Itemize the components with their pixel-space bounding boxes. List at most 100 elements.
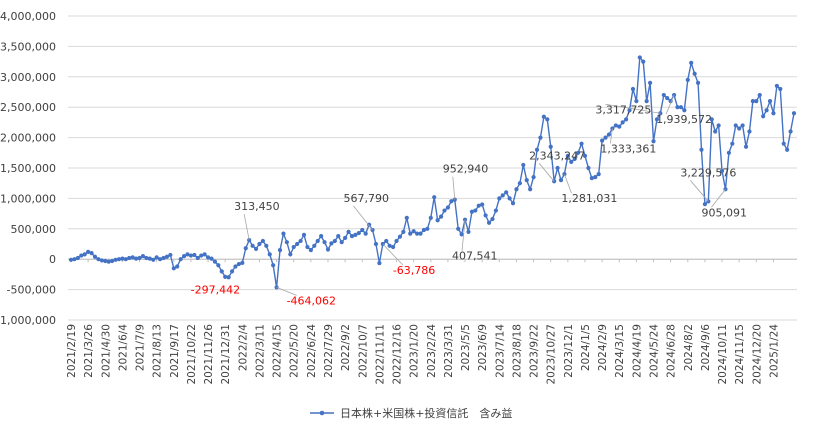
data-point: [637, 55, 642, 60]
data-point: [414, 231, 420, 236]
data-point: [116, 257, 122, 262]
data-point: [757, 92, 762, 98]
data-point: [644, 99, 649, 104]
data-point: [627, 108, 632, 113]
data-point: [92, 254, 98, 259]
data-point: [312, 243, 317, 248]
x-tick-label: 2025/1/24: [768, 324, 780, 378]
data-point: [438, 214, 444, 219]
data-point: [719, 168, 725, 174]
data-label-layer: -297,442 313,450 -464,062 567,790 -63,786 952…: [191, 94, 747, 307]
x-tick-label: 2024/8/2: [683, 324, 695, 371]
data-point: [651, 139, 656, 144]
data-point: [308, 247, 313, 253]
y-axis-tick-labels: 4,000,000 3,500,000 3,000,000 2,500,000 2,00…: [0, 10, 56, 327]
data-point: [349, 234, 355, 239]
y-tick-label: 500,000: [11, 223, 57, 236]
data-point: [157, 257, 163, 262]
y-tick-label: 3,000,000: [0, 71, 56, 84]
data-point: [373, 241, 379, 247]
x-tick-label: 2023/3/31: [443, 324, 455, 378]
x-tick-label: 2024/11/15: [734, 324, 746, 385]
data-point: [613, 123, 618, 128]
data-point: [534, 147, 540, 152]
data-point: [442, 208, 447, 213]
data-point: [452, 197, 457, 202]
data-point: [151, 257, 156, 262]
data-point: [281, 231, 286, 236]
data-label: -297,442: [191, 283, 240, 296]
y-tick-label: -500,000: [7, 284, 56, 297]
data-point: [226, 275, 231, 280]
data-point: [274, 285, 279, 290]
x-tick-label: 2021/2/19: [66, 324, 78, 378]
data-point: [147, 256, 152, 261]
data-point: [216, 263, 221, 268]
data-point: [545, 117, 550, 122]
y-tick-label: 1,000,000: [0, 192, 56, 205]
data-point: [161, 255, 166, 261]
data-point: [603, 135, 608, 140]
data-point: [387, 243, 392, 248]
data-point: [89, 251, 94, 256]
data-point: [716, 123, 721, 128]
data-point: [96, 257, 101, 262]
data-point: [253, 246, 259, 251]
x-tick-label: 2023/8/18: [511, 324, 523, 378]
x-tick-label: 2023/12/1: [563, 324, 575, 378]
x-tick-label: 2023/6/9: [477, 324, 489, 371]
data-point: [466, 229, 471, 234]
x-tick-label: 2022/12/16: [392, 324, 404, 385]
data-point: [68, 257, 74, 262]
data-label: 567,790: [344, 192, 390, 205]
data-point: [106, 259, 111, 264]
data-point: [709, 117, 714, 122]
data-point: [195, 255, 200, 261]
data-point: [576, 150, 581, 155]
x-tick-label: 2022/10/7: [357, 324, 369, 378]
data-point: [288, 252, 293, 257]
data-point: [473, 208, 478, 213]
data-point: [750, 99, 755, 104]
data-point: [624, 117, 629, 122]
data-label-leader: [609, 128, 613, 144]
data-point: [555, 165, 560, 171]
data-label: 952,940: [443, 163, 489, 176]
data-point: [791, 111, 797, 116]
data-point: [483, 213, 488, 218]
data-point: [699, 147, 704, 152]
data-point: [737, 126, 742, 131]
data-point: [641, 59, 646, 64]
data-point: [329, 241, 334, 246]
data-point: [408, 231, 413, 236]
data-point: [123, 257, 128, 262]
data-point: [164, 254, 170, 259]
data-point: [360, 227, 365, 233]
data-point: [291, 244, 296, 250]
data-point: [295, 241, 300, 247]
data-point: [353, 232, 358, 237]
data-point: [647, 80, 653, 85]
x-tick-label: 2023/9/22: [529, 324, 541, 378]
data-point: [548, 144, 553, 149]
x-tick-label: 2022/7/29: [323, 324, 335, 378]
data-point: [517, 181, 522, 186]
data-point: [740, 123, 745, 128]
data-point: [764, 108, 769, 113]
x-tick-label: 2024/10/11: [717, 324, 729, 385]
data-point: [79, 253, 84, 258]
data-point: [630, 86, 636, 92]
data-point: [702, 202, 708, 207]
data-point: [678, 105, 684, 110]
data-point: [223, 274, 228, 279]
data-label-leader: [353, 205, 373, 231]
y-tick-label: 1,500,000: [0, 162, 56, 175]
data-point: [558, 178, 564, 183]
data-point: [397, 234, 403, 239]
data-point: [432, 195, 437, 200]
x-tick-label: 2023/7/14: [494, 324, 506, 378]
data-point: [528, 187, 533, 192]
data-point: [363, 231, 368, 236]
data-point: [130, 255, 135, 260]
